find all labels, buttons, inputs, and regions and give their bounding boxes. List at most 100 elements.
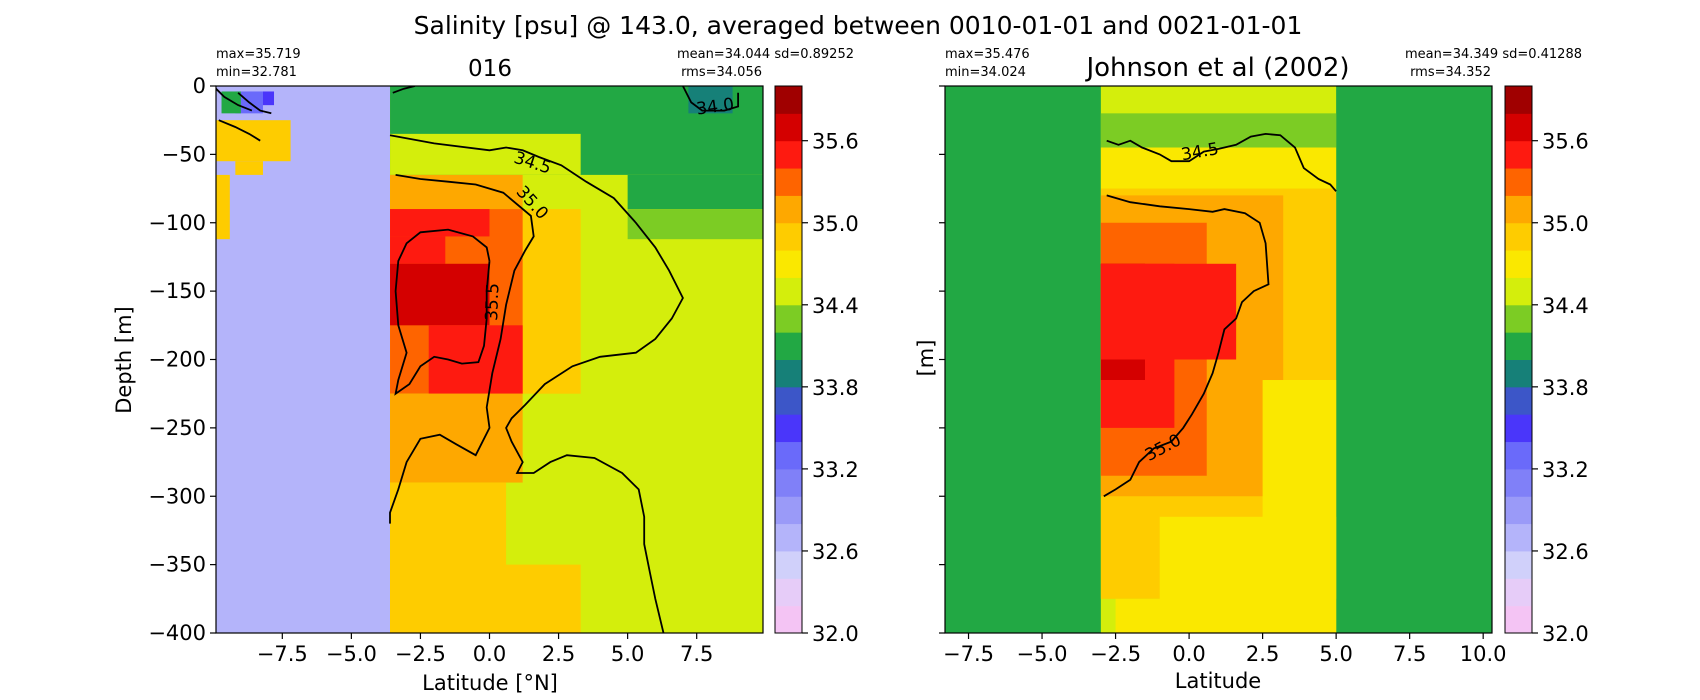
colorbar-swatch bbox=[1505, 250, 1532, 278]
contour-line bbox=[389, 134, 684, 633]
x-tick-label: 10.0 bbox=[1460, 642, 1507, 666]
colorbar-swatch bbox=[1505, 304, 1532, 333]
colorbar-tick-label: 35.0 bbox=[812, 212, 859, 236]
heatmap-cell bbox=[1100, 147, 1337, 189]
x-tick-label: −7.5 bbox=[943, 642, 994, 666]
y-tick-label: −50 bbox=[162, 142, 206, 166]
colorbar-swatch bbox=[1505, 222, 1532, 251]
colorbar-swatch bbox=[775, 414, 802, 443]
heatmap-cell bbox=[688, 86, 733, 114]
contour-line bbox=[394, 228, 491, 396]
colorbar-swatch bbox=[1505, 386, 1532, 415]
y-tick-label: −350 bbox=[148, 553, 206, 577]
panel-model-stat-max: max=35.719 bbox=[216, 47, 301, 62]
heatmap-cell bbox=[627, 209, 763, 240]
colorbar-swatch bbox=[1505, 277, 1532, 306]
y-tick-label: −400 bbox=[148, 621, 206, 645]
heatmap-cell bbox=[216, 174, 230, 240]
colorbar-swatch bbox=[775, 332, 802, 360]
colorbar-swatch bbox=[775, 222, 802, 251]
contour-line bbox=[237, 92, 272, 115]
panel-obs-y-axis bbox=[939, 85, 945, 634]
colorbar-tick-label: 32.6 bbox=[812, 540, 859, 564]
colorbar-swatch bbox=[775, 523, 802, 552]
colorbar-tick-label: 34.4 bbox=[1542, 294, 1589, 318]
panel-obs-plot-area bbox=[945, 86, 1492, 633]
x-tick-label: 0.0 bbox=[473, 642, 506, 666]
heatmap-cell bbox=[627, 174, 763, 210]
colorbar-obs-swatches bbox=[1505, 86, 1532, 634]
colorbar-swatch bbox=[1505, 140, 1532, 169]
colorbar-tick-label: 34.4 bbox=[812, 294, 859, 318]
colorbar-swatch bbox=[1505, 359, 1532, 388]
panel-obs: Johnson et al (2002) max=35.476 min=34.0… bbox=[914, 47, 1582, 693]
colorbar-tick-label: 35.6 bbox=[1542, 130, 1589, 154]
contour-line bbox=[218, 119, 261, 142]
colorbar-swatch bbox=[1505, 113, 1532, 142]
colorbar-swatch bbox=[1505, 168, 1532, 196]
x-tick-label: −2.5 bbox=[1090, 642, 1141, 666]
colorbar-swatch bbox=[775, 441, 802, 470]
panel-model: 016 max=35.719 min=32.781 mean=34.044 sd… bbox=[112, 47, 854, 695]
colorbar-swatch bbox=[775, 496, 802, 525]
colorbar-swatch bbox=[775, 195, 802, 224]
colorbar-swatch bbox=[775, 304, 802, 333]
colorbar-swatch bbox=[775, 168, 802, 196]
colorbar-tick-label: 33.2 bbox=[1542, 458, 1589, 482]
panel-obs-xlabel: Latitude bbox=[1175, 669, 1261, 693]
x-tick-label: −5.0 bbox=[326, 642, 377, 666]
panel-model-ylabel: Depth [m] bbox=[112, 306, 136, 413]
x-tick-label: 5.0 bbox=[611, 642, 644, 666]
heatmap-cell bbox=[216, 86, 391, 633]
colorbar-swatch bbox=[1505, 496, 1532, 525]
contour-line bbox=[389, 174, 535, 524]
colorbar-swatch bbox=[775, 113, 802, 142]
colorbar-swatch bbox=[1505, 332, 1532, 360]
colorbar-swatch bbox=[775, 578, 802, 607]
colorbar-swatch bbox=[775, 86, 802, 114]
heatmap-cell bbox=[1115, 598, 1287, 633]
heatmap-cell bbox=[235, 161, 263, 175]
colorbar-tick-label: 32.6 bbox=[1542, 540, 1589, 564]
colorbar-model-swatches bbox=[775, 86, 802, 634]
colorbar-swatch bbox=[775, 359, 802, 388]
colorbar-model: 32.0 32.6 33.2 33.8 34.4 35.0 35.6 bbox=[774, 85, 859, 646]
colorbar-swatch bbox=[1505, 441, 1532, 470]
colorbar-swatch bbox=[775, 468, 802, 497]
colorbar-obs-frame bbox=[1504, 85, 1533, 634]
contour-line bbox=[216, 88, 253, 112]
heatmap-cell bbox=[1100, 263, 1237, 360]
heatmap-cell bbox=[216, 120, 291, 162]
colorbar-swatch bbox=[775, 250, 802, 278]
x-tick-label: −5.0 bbox=[1017, 642, 1068, 666]
panel-model-x-axis: −7.5 −5.0 −2.5 0.0 2.5 5.0 7.5 bbox=[257, 633, 713, 666]
colorbar-swatch bbox=[1505, 605, 1532, 634]
contour-label: 35.5 bbox=[482, 283, 503, 322]
colorbar-swatch bbox=[1505, 578, 1532, 607]
colorbar-swatch bbox=[775, 140, 802, 169]
panel-model-xlabel: Latitude [°N] bbox=[422, 671, 558, 695]
x-tick-label: 7.5 bbox=[1393, 642, 1426, 666]
x-tick-label: −2.5 bbox=[395, 642, 446, 666]
y-tick-label: −100 bbox=[148, 211, 206, 235]
colorbar-swatch bbox=[1505, 414, 1532, 443]
panel-obs-title: Johnson et al (2002) bbox=[1084, 53, 1349, 83]
colorbar-model-ticks: 32.0 32.6 33.2 33.8 34.4 35.0 35.6 bbox=[802, 130, 859, 646]
panel-obs-stat-min: min=34.024 bbox=[945, 65, 1026, 80]
colorbar-tick-label: 32.0 bbox=[812, 622, 859, 646]
panel-obs-stat-max: max=35.476 bbox=[945, 47, 1030, 62]
panel-model-title: 016 bbox=[468, 56, 512, 82]
colorbar-tick-label: 33.8 bbox=[1542, 376, 1589, 400]
colorbar-swatch bbox=[775, 277, 802, 306]
panel-obs-ylabel: [m] bbox=[914, 340, 938, 377]
x-tick-label: −7.5 bbox=[257, 642, 308, 666]
panel-model-stat-rms: rms=34.056 bbox=[681, 65, 762, 80]
y-tick-label: −300 bbox=[148, 484, 206, 508]
panel-obs-x-axis: −7.5 −5.0 −2.5 0.0 2.5 5.0 7.5 10.0 bbox=[943, 633, 1507, 666]
y-tick-label: −150 bbox=[148, 279, 206, 303]
x-tick-label: 2.5 bbox=[1246, 642, 1279, 666]
colorbar-swatch bbox=[1505, 468, 1532, 497]
colorbar-tick-label: 33.8 bbox=[812, 376, 859, 400]
colorbar-model-frame bbox=[774, 85, 803, 634]
